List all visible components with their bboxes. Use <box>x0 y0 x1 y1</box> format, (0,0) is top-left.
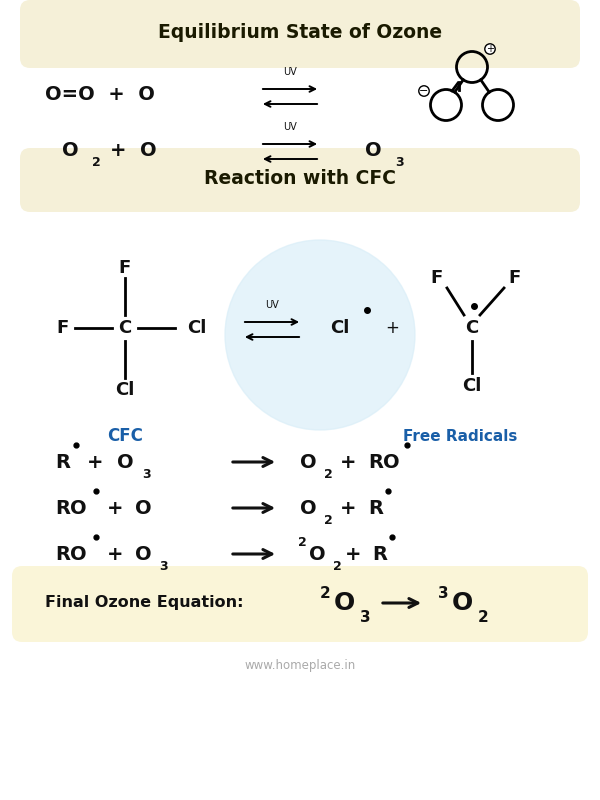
Text: +: + <box>107 545 124 563</box>
Text: UV: UV <box>283 67 297 77</box>
Text: Reaction with CFC: Reaction with CFC <box>204 170 396 189</box>
Text: O: O <box>334 591 355 615</box>
Text: O: O <box>300 498 317 518</box>
Text: RO: RO <box>368 453 400 471</box>
Text: 2: 2 <box>324 514 333 527</box>
Text: O: O <box>117 453 134 471</box>
Text: 2: 2 <box>478 610 489 625</box>
Text: O=O  +  O: O=O + O <box>45 86 155 105</box>
Text: Equilibrium State of Ozone: Equilibrium State of Ozone <box>158 23 442 42</box>
Text: C: C <box>466 319 479 337</box>
Circle shape <box>225 240 415 430</box>
Text: R: R <box>372 545 387 563</box>
Text: O: O <box>365 141 382 159</box>
Text: 3: 3 <box>142 469 151 482</box>
Text: 3: 3 <box>395 157 404 170</box>
Text: F: F <box>57 319 69 337</box>
Text: UV: UV <box>283 122 297 132</box>
Text: Cl: Cl <box>463 377 482 395</box>
Text: F: F <box>431 269 443 287</box>
Text: 3: 3 <box>438 586 449 601</box>
Text: F: F <box>119 259 131 277</box>
Text: +: + <box>87 453 104 471</box>
Text: Final Ozone Equation:: Final Ozone Equation: <box>45 595 244 610</box>
Text: 2: 2 <box>324 469 333 482</box>
Text: +: + <box>107 498 124 518</box>
Text: 3: 3 <box>360 610 371 625</box>
FancyBboxPatch shape <box>12 566 588 642</box>
Text: C: C <box>118 319 131 337</box>
Text: +: + <box>385 319 399 337</box>
Text: O: O <box>135 545 152 563</box>
Text: 3: 3 <box>159 561 167 574</box>
Text: Cl: Cl <box>187 319 206 337</box>
Text: O: O <box>309 545 326 563</box>
FancyBboxPatch shape <box>20 148 580 212</box>
Text: +: + <box>340 498 356 518</box>
Text: 2: 2 <box>92 157 101 170</box>
Text: O: O <box>135 498 152 518</box>
Text: +  O: + O <box>110 141 157 159</box>
Text: R: R <box>368 498 383 518</box>
Text: −: − <box>419 86 428 96</box>
Text: O: O <box>300 453 317 471</box>
Text: +: + <box>340 453 356 471</box>
FancyBboxPatch shape <box>20 0 580 68</box>
Text: R: R <box>55 453 70 471</box>
Text: RO: RO <box>55 545 86 563</box>
Text: CFC: CFC <box>107 427 143 445</box>
Text: +: + <box>345 545 361 563</box>
Text: 2: 2 <box>333 561 342 574</box>
Text: +: + <box>486 44 494 54</box>
Text: Cl: Cl <box>115 381 134 399</box>
Text: RO: RO <box>55 498 86 518</box>
Text: Free Radicals: Free Radicals <box>403 429 517 443</box>
Text: O: O <box>62 141 79 159</box>
Text: Cl: Cl <box>330 319 349 337</box>
Text: www.homeplace.in: www.homeplace.in <box>244 658 356 671</box>
Text: O: O <box>452 591 473 615</box>
Text: F: F <box>508 269 520 287</box>
Text: 2: 2 <box>320 586 331 601</box>
Text: UV: UV <box>265 300 279 310</box>
Text: 2: 2 <box>298 535 307 549</box>
